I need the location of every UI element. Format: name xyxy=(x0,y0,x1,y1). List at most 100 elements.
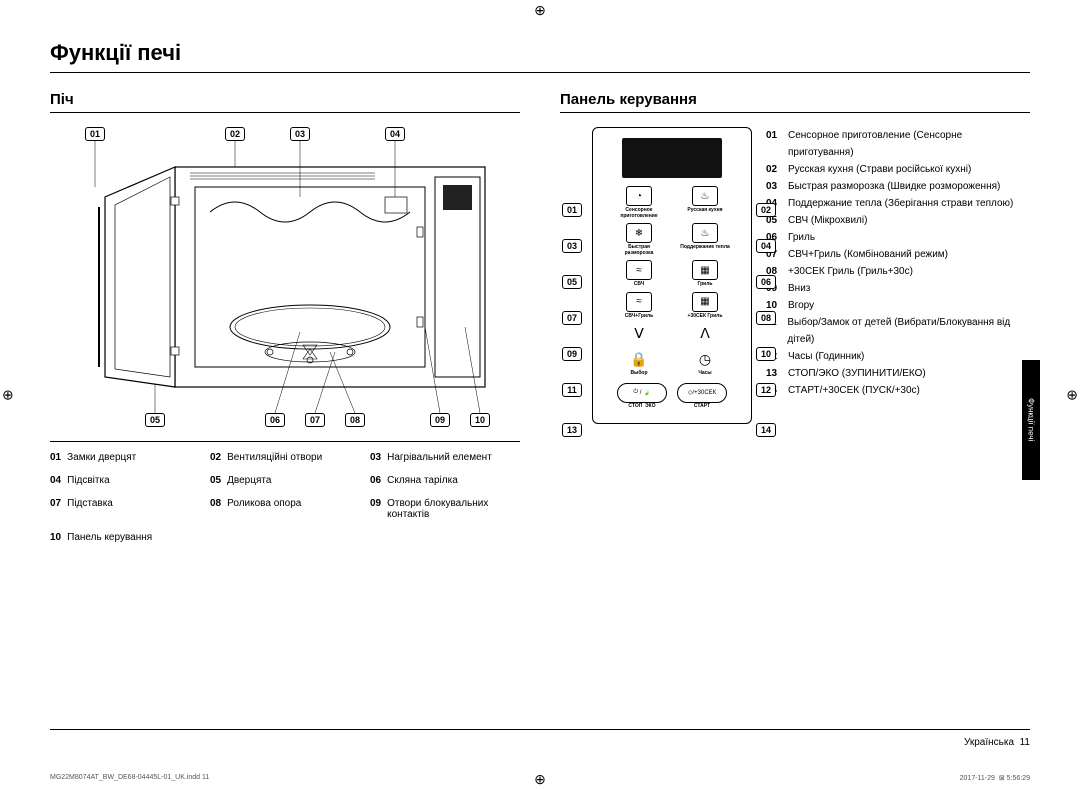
pl-02: 02Русская кухня (Страви російської кухні… xyxy=(766,161,1030,178)
diamond-icon: ◇ xyxy=(688,389,693,396)
btn-defrost: ❄Быстрая разморозка xyxy=(614,223,664,256)
pc-13: 13 xyxy=(562,423,582,437)
chef-icon: ◔ xyxy=(626,186,652,206)
pl-13: 13СТОП/ЭКО (ЗУПИНИТИ/ЕКО) xyxy=(766,365,1030,382)
lock-icon: 🔒 xyxy=(626,349,652,369)
btn-select: 🔒Выбор xyxy=(614,349,664,377)
heat-icon: ♨ xyxy=(692,223,718,243)
callout-03: 03 xyxy=(290,127,310,141)
pc-14: 14 xyxy=(756,423,776,437)
grill-icon: ▦ xyxy=(692,292,718,312)
btn-keep-warm: ♨Поддержание тепла xyxy=(680,223,730,256)
panel-row: 01 03 05 07 09 11 13 02 04 06 08 10 xyxy=(560,127,1030,424)
panel-callouts-right: 02 04 06 08 10 12 14 xyxy=(756,127,782,424)
pl-05: 05СВЧ (Мікрохвилі) xyxy=(766,212,1030,229)
btn-stop-eco: ⏻ / 🍃 СТОП ЭКО xyxy=(617,383,667,409)
heat-icon: ♨ xyxy=(692,186,718,206)
leg-02: 02Вентиляційні отвори xyxy=(210,452,360,463)
footer-file: MG22M8074AT_BW_DE68-04445L-01_UK.indd 11 xyxy=(50,774,209,782)
button-grid: ◔Сенсорное приготовление ♨Русская кухня … xyxy=(593,186,751,377)
pc-07: 07 xyxy=(562,311,582,325)
leg-05: 05Дверцята xyxy=(210,475,360,486)
pl-06: 06Гриль xyxy=(766,229,1030,246)
pl-12: 12Часы (Годинник) xyxy=(766,348,1030,365)
callout-06: 06 xyxy=(265,413,285,427)
pc-12: 12 xyxy=(756,383,776,397)
leg-08: 08Роликова опора xyxy=(210,498,360,520)
pl-01: 01Сенсорное приготовление (Сенсорне приг… xyxy=(766,127,1030,161)
pc-06: 06 xyxy=(756,275,776,289)
pc-02: 02 xyxy=(756,203,776,217)
pc-01: 01 xyxy=(562,203,582,217)
btn-clock: ◷Часы xyxy=(680,349,730,377)
oven-legend: 01Замки дверцят 02Вентиляційні отвори 03… xyxy=(50,452,520,543)
display-screen xyxy=(622,138,722,178)
panel-wrap: 01 03 05 07 09 11 13 02 04 06 08 10 xyxy=(592,127,752,424)
callout-01: 01 xyxy=(85,127,105,141)
bottom-buttons: ⏻ / 🍃 СТОП ЭКО ◇/+30СЕК СТАРТ xyxy=(593,383,751,409)
oven-svg xyxy=(75,127,495,427)
pc-11: 11 xyxy=(562,383,582,397)
pl-08: 08+30СЕК Гриль (Гриль+30с) xyxy=(766,263,1030,280)
pl-07: 07СВЧ+Гриль (Комбінований режим) xyxy=(766,246,1030,263)
pc-04: 04 xyxy=(756,239,776,253)
pl-03: 03Быстрая разморозка (Швидке розмороженн… xyxy=(766,178,1030,195)
down-icon: ᐯ xyxy=(626,323,652,343)
btn-30grill: ▦+30СЕК Гриль xyxy=(680,292,730,320)
callout-07: 07 xyxy=(305,413,325,427)
footer-datetime: 2017-11-29 ⊠ 5:56:29 xyxy=(960,774,1030,782)
wave-icon: ≈ xyxy=(626,292,652,312)
btn-down: ᐯ xyxy=(614,323,664,345)
btn-up: ᐱ xyxy=(680,323,730,345)
pl-09: 09Вниз xyxy=(766,280,1030,297)
title-rule xyxy=(50,72,1030,73)
columns: Піч 01 02 03 04 05 06 07 08 09 10 xyxy=(50,91,1030,543)
callout-04: 04 xyxy=(385,127,405,141)
panel-heading: Панель керування xyxy=(560,91,1030,108)
clock-icon: ◷ xyxy=(692,349,718,369)
crop-mark: ⊕ xyxy=(2,387,14,404)
page-title: Функції печі xyxy=(50,40,1030,66)
footer-rule xyxy=(50,729,1030,730)
power-icon: ⏻ xyxy=(633,389,638,396)
oven-diagram: 01 02 03 04 05 06 07 08 09 10 xyxy=(75,127,495,427)
btn-grill: ▦Гриль xyxy=(680,260,730,288)
crop-mark: ⊕ xyxy=(534,2,546,19)
leg-07: 07Підставка xyxy=(50,498,200,520)
legend-rule xyxy=(50,441,520,442)
callout-02: 02 xyxy=(225,127,245,141)
leg-10: 10Панель керування xyxy=(50,532,200,543)
pl-04: 04Поддержание тепла (Зберігання страви т… xyxy=(766,195,1030,212)
oven-rule xyxy=(50,112,520,113)
leg-01: 01Замки дверцят xyxy=(50,452,200,463)
btn-microwave: ≈СВЧ xyxy=(614,260,664,288)
oven-heading: Піч xyxy=(50,91,520,108)
pc-10: 10 xyxy=(756,347,776,361)
pc-09: 09 xyxy=(562,347,582,361)
page: ⊕ ⊕ ⊕ ⊕ Функції печі Піч 01 02 03 04 05 … xyxy=(0,0,1080,790)
leg-03: 03Нагрівальний елемент xyxy=(370,452,520,463)
btn-start-30: ◇/+30СЕК СТАРТ xyxy=(677,383,727,409)
callout-09: 09 xyxy=(430,413,450,427)
page-number: Українська 11 xyxy=(964,737,1030,748)
callout-05: 05 xyxy=(145,413,165,427)
panel-column: Панель керування 01 03 05 07 09 11 13 02 xyxy=(560,91,1030,543)
btn-russian: ♨Русская кухня xyxy=(680,186,730,219)
pc-08: 08 xyxy=(756,311,776,325)
footer-meta: MG22M8074AT_BW_DE68-04445L-01_UK.indd 11… xyxy=(50,774,1030,782)
panel-legend: 01Сенсорное приготовление (Сенсорне приг… xyxy=(766,127,1030,424)
callout-10: 10 xyxy=(470,413,490,427)
panel-callouts-left: 01 03 05 07 09 11 13 xyxy=(562,127,588,424)
up-icon: ᐱ xyxy=(692,323,718,343)
crop-mark: ⊕ xyxy=(1066,387,1078,404)
panel-rule xyxy=(560,112,1030,113)
pl-11: 11Выбор/Замок от детей (Вибрати/Блокуван… xyxy=(766,314,1030,348)
leg-06: 06Скляна тарілка xyxy=(370,475,520,486)
snow-icon: ❄ xyxy=(626,223,652,243)
pc-05: 05 xyxy=(562,275,582,289)
leg-04: 04Підсвітка xyxy=(50,475,200,486)
pl-14: 14СТАРТ/+30СЕК (ПУСК/+30с) xyxy=(766,382,1030,399)
grill-icon: ▦ xyxy=(692,260,718,280)
wave-icon: ≈ xyxy=(626,260,652,280)
pl-10: 10Вгору xyxy=(766,297,1030,314)
